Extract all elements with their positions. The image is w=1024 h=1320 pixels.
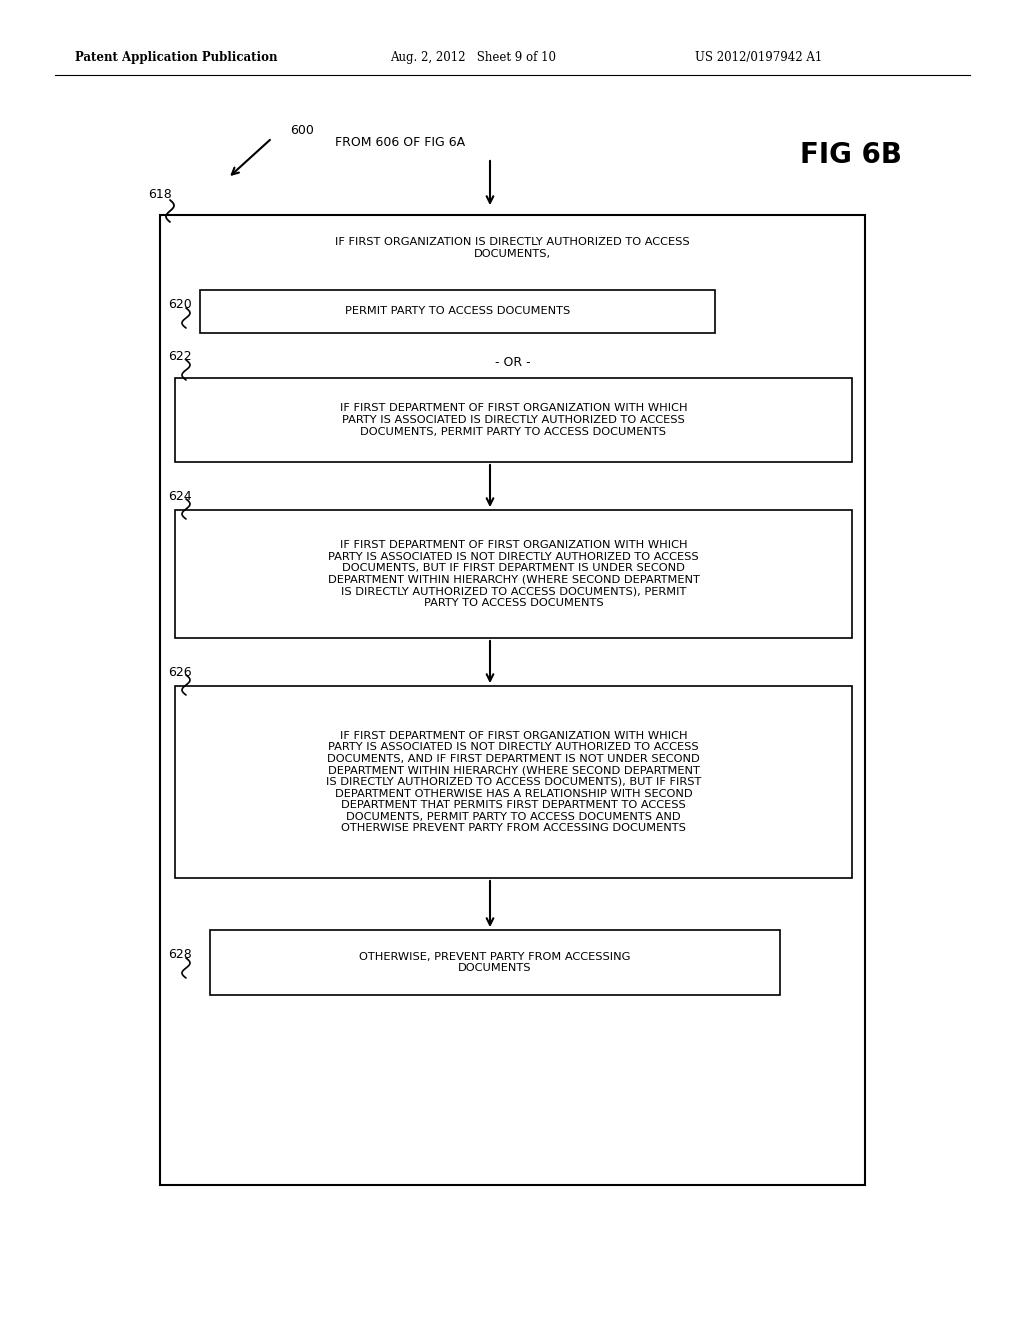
Text: IF FIRST DEPARTMENT OF FIRST ORGANIZATION WITH WHICH
PARTY IS ASSOCIATED IS NOT : IF FIRST DEPARTMENT OF FIRST ORGANIZATIO…	[326, 730, 701, 833]
Bar	[210, 931, 780, 995]
Text: IF FIRST ORGANIZATION IS DIRECTLY AUTHORIZED TO ACCESS
DOCUMENTS,: IF FIRST ORGANIZATION IS DIRECTLY AUTHOR…	[335, 238, 690, 259]
Bar	[175, 686, 852, 878]
Text: - OR -: - OR -	[495, 355, 530, 368]
Text: 618: 618	[148, 189, 172, 202]
Text: 622: 622	[168, 351, 191, 363]
Text: 620: 620	[168, 298, 191, 312]
Text: 600: 600	[290, 124, 314, 136]
Text: OTHERWISE, PREVENT PARTY FROM ACCESSING
DOCUMENTS: OTHERWISE, PREVENT PARTY FROM ACCESSING …	[359, 952, 631, 973]
Bar	[160, 215, 865, 1185]
Text: 628: 628	[168, 949, 191, 961]
Text: FIG 6B: FIG 6B	[800, 141, 902, 169]
Bar	[175, 510, 852, 638]
Bar	[200, 290, 715, 333]
Text: 624: 624	[168, 490, 191, 503]
Text: Patent Application Publication: Patent Application Publication	[75, 51, 278, 65]
Text: Aug. 2, 2012   Sheet 9 of 10: Aug. 2, 2012 Sheet 9 of 10	[390, 51, 556, 65]
Text: US 2012/0197942 A1: US 2012/0197942 A1	[695, 51, 822, 65]
Text: IF FIRST DEPARTMENT OF FIRST ORGANIZATION WITH WHICH
PARTY IS ASSOCIATED IS DIRE: IF FIRST DEPARTMENT OF FIRST ORGANIZATIO…	[340, 404, 687, 437]
Text: FROM 606 OF FIG 6A: FROM 606 OF FIG 6A	[335, 136, 465, 149]
Bar	[175, 378, 852, 462]
Text: 626: 626	[168, 665, 191, 678]
Text: IF FIRST DEPARTMENT OF FIRST ORGANIZATION WITH WHICH
PARTY IS ASSOCIATED IS NOT : IF FIRST DEPARTMENT OF FIRST ORGANIZATIO…	[328, 540, 699, 609]
Text: PERMIT PARTY TO ACCESS DOCUMENTS: PERMIT PARTY TO ACCESS DOCUMENTS	[345, 306, 570, 317]
